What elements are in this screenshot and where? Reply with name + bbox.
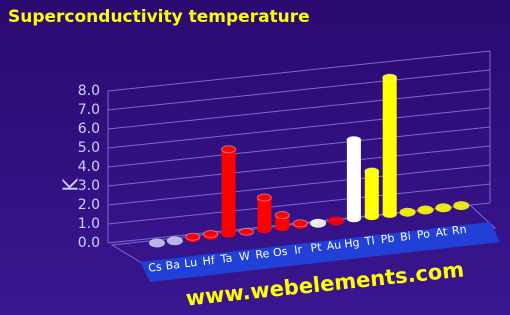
bar-top [346, 135, 362, 144]
grid-line [107, 107, 491, 149]
chart-title: Superconductivity temperature [8, 7, 310, 27]
floor-front [140, 222, 500, 282]
y-tick-label: 7.0 [78, 102, 100, 118]
x-tick-label: Pb [380, 232, 395, 247]
x-tick-label: Hg [343, 236, 360, 251]
x-tick-label: Ta [219, 252, 233, 266]
bar [221, 149, 236, 235]
bar-top [274, 211, 290, 220]
grid-line [107, 50, 491, 92]
empty-disc [310, 218, 327, 228]
x-tick-label: Au [326, 238, 342, 253]
bar-top [256, 193, 272, 202]
grid-line [107, 164, 491, 206]
x-tick-label: Po [416, 227, 431, 242]
empty-disc [453, 201, 470, 211]
bar [346, 139, 361, 219]
x-tick-label: Hf [202, 254, 217, 269]
x-tick-label: Pt [310, 241, 323, 255]
x-tick-label: Os [272, 245, 288, 260]
x-tick-label: At [435, 225, 449, 239]
empty-disc [435, 203, 452, 213]
grid-line [107, 145, 491, 187]
empty-disc [417, 205, 434, 215]
grid-line [107, 88, 491, 130]
y-tick-label: 0.0 [78, 235, 100, 251]
x-tick-label: Lu [184, 256, 198, 270]
grid-line [107, 183, 491, 225]
empty-disc [399, 207, 416, 217]
x-tick-label: Tl [363, 234, 375, 248]
bar-top [203, 229, 219, 238]
x-tick-label: Re [255, 247, 271, 262]
empty-disc [328, 216, 344, 226]
bar [257, 197, 272, 230]
grid-line [107, 69, 491, 111]
y-tick-label: 8.0 [78, 83, 100, 99]
y-tick-label: 1.0 [78, 216, 100, 232]
x-tick-label: Cs [147, 260, 162, 275]
y-axis-label: K [59, 178, 83, 192]
bar [382, 77, 397, 215]
empty-disc [149, 238, 165, 248]
x-tick-label: W [238, 249, 251, 263]
bar-top [292, 219, 308, 228]
x-tick-label: Bi [399, 230, 411, 244]
y-tick-label: 3.0 [78, 178, 100, 194]
bar [275, 215, 290, 228]
bar-top [382, 73, 398, 82]
bar-top [185, 232, 201, 241]
grid-line [107, 126, 491, 168]
x-tick-label: Ba [165, 258, 181, 273]
bar-top [221, 145, 237, 154]
y-tick-label: 4.0 [78, 159, 100, 175]
bar [364, 171, 379, 217]
y-tick-label: 6.0 [78, 121, 100, 137]
bar-top [364, 167, 380, 176]
x-tick-label: Rn [451, 223, 467, 238]
y-tick-label: 2.0 [78, 197, 100, 213]
bar-top [239, 227, 254, 236]
x-tick-label: Ir [293, 243, 303, 257]
plot: 0.0 1.0 2.0 3.0 4.0 5.0 6.0 7.0 8.0 Cs Ba Lu Hf Ta W Re… [78, 50, 491, 275]
empty-disc [166, 236, 183, 246]
y-tick-label: 5.0 [78, 140, 100, 156]
